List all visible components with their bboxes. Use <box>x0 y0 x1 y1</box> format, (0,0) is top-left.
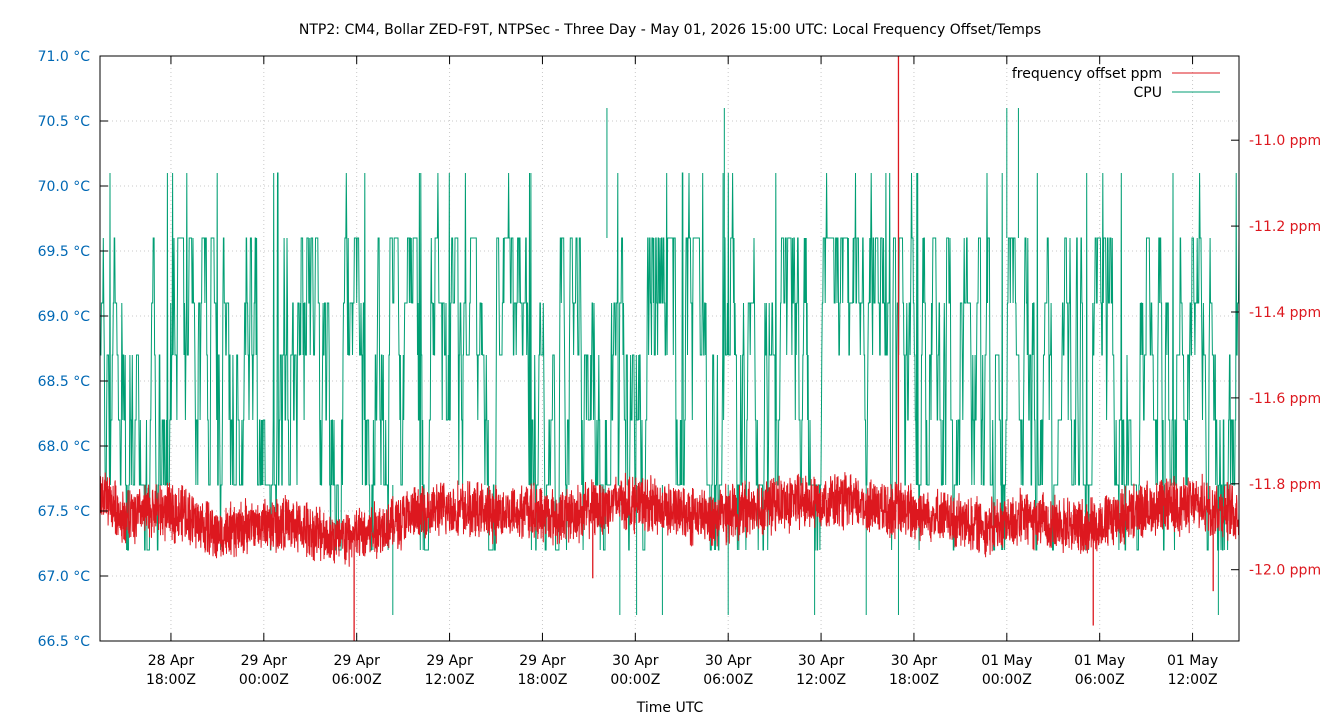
y-right-tick-label: -11.0 ppm <box>1249 133 1321 149</box>
y-left-tick-label: 67.5 °C <box>38 504 91 520</box>
legend-label: CPU <box>1134 85 1162 101</box>
y-right-tick-label: -11.2 ppm <box>1249 219 1321 235</box>
x-tick-label-date: 28 Apr <box>148 653 195 669</box>
x-tick-label-time: 12:00Z <box>425 672 475 688</box>
x-tick-label-date: 30 Apr <box>705 653 752 669</box>
y-left-tick-label: 68.0 °C <box>38 439 91 455</box>
x-tick-label-date: 30 Apr <box>612 653 659 669</box>
y-right-tick-label: -11.4 ppm <box>1249 305 1321 321</box>
x-tick-label-time: 00:00Z <box>610 672 660 688</box>
y-left-tick-label: 66.5 °C <box>38 634 91 650</box>
x-tick-label-date: 30 Apr <box>891 653 938 669</box>
x-tick-label-time: 18:00Z <box>889 672 939 688</box>
y-left-tick-label: 69.0 °C <box>38 309 91 325</box>
y-left-tick-label: 70.0 °C <box>38 179 91 195</box>
x-tick-label-date: 01 May <box>1167 653 1218 669</box>
series-layer <box>99 56 1240 641</box>
x-tick-label-time: 18:00Z <box>146 672 196 688</box>
x-tick-label-date: 29 Apr <box>519 653 566 669</box>
y-left-tick-label: 71.0 °C <box>38 49 91 65</box>
x-tick-label-date: 29 Apr <box>333 653 380 669</box>
chart-title: NTP2: CM4, Bollar ZED-F9T, NTPSec - Thre… <box>299 22 1041 38</box>
x-tick-label-time: 12:00Z <box>1168 672 1218 688</box>
x-tick-label-time: 12:00Z <box>796 672 846 688</box>
x-tick-label-time: 00:00Z <box>982 672 1032 688</box>
legend-label: frequency offset ppm <box>1012 66 1162 82</box>
x-tick-label-time: 18:00Z <box>517 672 567 688</box>
axes: 71.0 °C 70.5 °C 70.0 °C 69.5 °C 69.0 °C 68.5 … <box>38 49 1322 688</box>
x-tick-label-date: 29 Apr <box>241 653 288 669</box>
plot-border <box>99 55 1240 642</box>
y-right-tick-label: -11.8 ppm <box>1249 477 1321 493</box>
x-axis-label: Time UTC <box>636 700 704 716</box>
y-right-tick-label: -12.0 ppm <box>1249 563 1321 579</box>
y-left-tick-label: 67.0 °C <box>38 569 91 585</box>
x-tick-label-time: 00:00Z <box>239 672 289 688</box>
y-right-tick-label: -11.6 ppm <box>1249 391 1321 407</box>
y-left-tick-label: 69.5 °C <box>38 244 91 260</box>
legend: frequency offset ppm CPU <box>1012 66 1220 101</box>
series-line-cpu <box>100 172 1240 551</box>
x-tick-label-time: 06:00Z <box>703 672 753 688</box>
x-tick-label-time: 06:00Z <box>332 672 382 688</box>
x-tick-label-time: 06:00Z <box>1075 672 1125 688</box>
y-left-tick-label: 70.5 °C <box>38 114 91 130</box>
series-line-frequency-offset <box>99 472 1240 567</box>
x-tick-label-date: 30 Apr <box>798 653 845 669</box>
x-tick-label-date: 01 May <box>981 653 1032 669</box>
y-left-tick-label: 68.5 °C <box>38 374 91 390</box>
x-tick-label-date: 29 Apr <box>426 653 473 669</box>
x-tick-label-date: 01 May <box>1074 653 1125 669</box>
